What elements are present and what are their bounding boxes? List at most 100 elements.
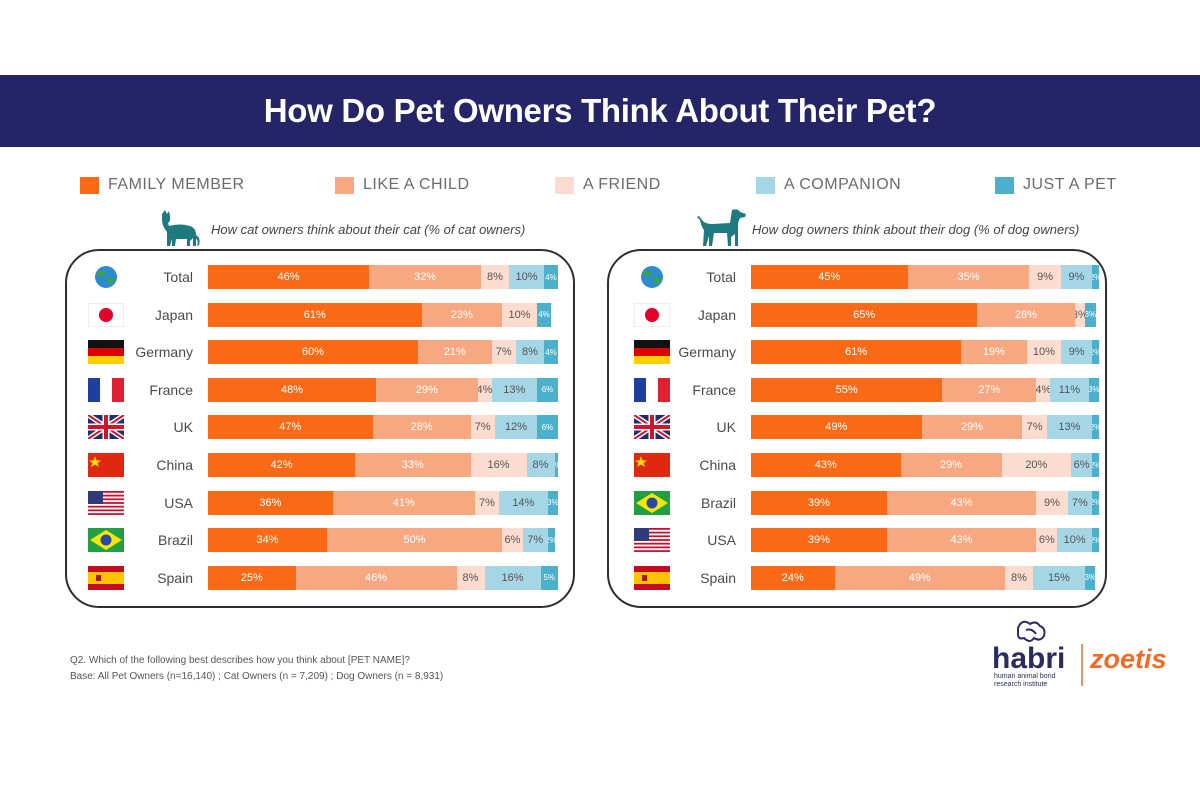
stacked-bar: 45%35%9%9%2% [751, 265, 1099, 289]
chart-row: Germany 60% 21% 7% 8% 4% [0, 340, 558, 365]
flag-brazil-icon [88, 528, 124, 557]
legend-label: FAMILY MEMBER [108, 176, 245, 193]
flag-total-icon [634, 265, 670, 294]
stacked-bar: 25% 46% 8% 16% 5% [208, 565, 558, 590]
bar-segment: 43% [886, 528, 1037, 553]
category-label: China [156, 457, 193, 473]
bar-segment: 9% [1060, 265, 1093, 289]
bar-segment: 42% [208, 453, 355, 477]
bar-segment: 3% [1085, 302, 1096, 327]
legend-item: FAMILY MEMBER [80, 176, 245, 194]
legend: FAMILY MEMBER LIKE A CHILD A FRIEND A COMPA… [0, 176, 1200, 200]
bar-segment: 1% [554, 453, 558, 477]
footnote-base: Base: All Pet Owners (n=16,140) ; Cat Ow… [70, 671, 444, 682]
flag-total-icon [88, 265, 124, 294]
category-label: UK [716, 419, 736, 436]
bar-segment: 2% [547, 528, 555, 553]
stacked-bar: 24% 49% 8% 15% 3% [751, 565, 1099, 590]
bar-segment: 29% [900, 453, 1002, 477]
chart-row: Japan 61% 23% 10% 4% [0, 302, 551, 328]
bar-segment: 7% [491, 340, 516, 365]
bar-segment: 25% [208, 565, 296, 590]
stacked-bar: 48% 29% 4% 13% 6% [208, 377, 558, 402]
bar-segment: 8% [1005, 565, 1033, 590]
bar-segment: 7% [1022, 415, 1047, 440]
legend-label: JUST A PET [1023, 176, 1117, 193]
category-label: France [692, 381, 736, 398]
bar-segment: 5% [540, 565, 558, 590]
bar-segment: 7% [523, 528, 548, 553]
bar-segment: 61% [751, 340, 962, 365]
bar-segment: 13% [491, 377, 537, 402]
bar-segment: 12% [495, 415, 537, 440]
legend-label: A FRIEND [583, 176, 661, 193]
flag-japan-icon [87, 302, 125, 332]
bar-segment: 43% [886, 490, 1037, 515]
flag-uk-icon [86, 413, 126, 444]
chart-row: France 48% 29% 4% 13% 6% [0, 377, 558, 402]
bar-segment: 48% [208, 377, 376, 402]
category-label: Spain [700, 569, 736, 586]
flag-spain-icon [88, 565, 124, 595]
category-label: France [149, 381, 193, 398]
chart-row: Brazil 34%50%6%7%2% [0, 528, 555, 553]
bar-segment: 35% [907, 265, 1030, 289]
legend-label: A COMPANION [784, 176, 902, 193]
bar-segment: 47% [208, 415, 373, 440]
habri-tagline-2: research institute [994, 681, 1047, 688]
bar-segment: 28% [372, 415, 471, 440]
category-label: UK [173, 419, 193, 436]
bar-segment: 10% [502, 302, 537, 327]
legend-item: A FRIEND [555, 176, 661, 194]
bar-segment: 43% [751, 453, 901, 477]
title-banner: How Do Pet Owners Think About Their Pet? [0, 75, 1200, 147]
flag-china-icon [88, 453, 124, 482]
stacked-bar: 43%29%20%6%2% [751, 453, 1099, 477]
bar-segment: 24% [751, 565, 835, 590]
bar-segment: 9% [1061, 340, 1093, 365]
stacked-bar: 55%27%4%11%3% [751, 377, 1099, 402]
bar-segment: 32% [369, 265, 481, 289]
legend-item: LIKE A CHILD [335, 176, 470, 194]
bar-segment: 4% [477, 377, 492, 402]
bar-segment: 7% [474, 490, 500, 515]
chart-row: Total 45%35%9%9%2% [0, 265, 1099, 289]
bar-segment: 16% [484, 565, 541, 590]
bar-segment: 49% [751, 415, 922, 440]
chart-row: UK 47% 28% 7% 12% 6% [0, 413, 558, 442]
bar-segment: 39% [751, 490, 887, 515]
dog-chart-subtitle: How dog owners think about their dog (% … [752, 222, 1080, 237]
bar-segment: 9% [1029, 265, 1061, 289]
bar-segment: 39% [751, 528, 887, 553]
flag-china-icon [634, 453, 670, 482]
bar-segment: 4% [537, 302, 551, 327]
legend-swatch [335, 176, 354, 194]
stacked-bar: 39%43%6%10%2% [751, 528, 1099, 553]
bar-segment: 9% [1036, 490, 1068, 515]
chart-row: Germany 61%19%10%9%2% [0, 340, 1099, 365]
bar-segment: 6% [1036, 528, 1058, 553]
bar-segment: 3% [1074, 302, 1086, 327]
flag-france-icon [634, 377, 670, 407]
bar-segment: 14% [499, 490, 548, 515]
bar-segment: 29% [376, 377, 478, 402]
bar-segment: 2% [1092, 453, 1099, 477]
category-label: Total [706, 269, 736, 285]
stacked-bar: 49%29%7%13%2% [751, 415, 1099, 440]
bar-segment: 2% [1092, 528, 1099, 553]
dog-icon [697, 209, 746, 246]
stacked-bar: 34%50%6%7%2% [208, 528, 558, 553]
bar-segment: 4% [544, 340, 558, 365]
dog-chart-panel [607, 249, 1107, 608]
bar-segment: 55% [751, 377, 943, 402]
flag-japan-icon [633, 302, 671, 332]
habri-wordmark: habri [992, 642, 1065, 675]
bar-segment: 21% [418, 340, 492, 365]
logos: habri human animal bond research institu… [990, 616, 1180, 706]
bar-segment: 3% [1085, 565, 1096, 590]
category-label: Spain [157, 569, 193, 586]
zoetis-wordmark: zoetis [1089, 644, 1167, 674]
bar-segment: 10% [1057, 528, 1093, 553]
legend-item: JUST A PET [995, 176, 1117, 194]
